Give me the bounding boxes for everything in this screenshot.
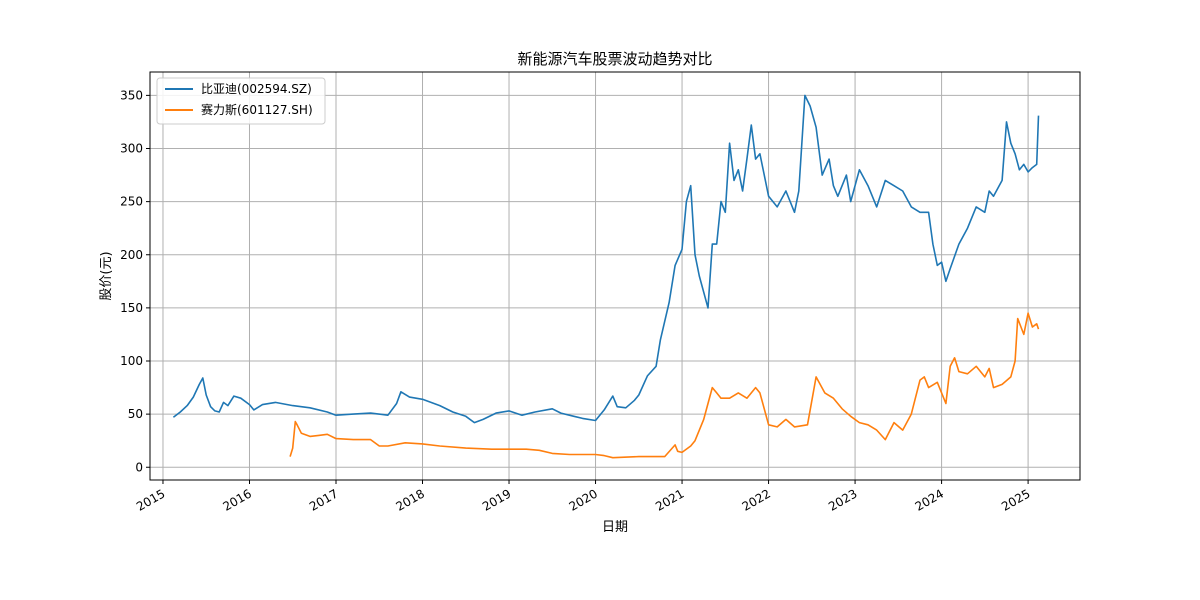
series-line-byd [172, 94, 1040, 424]
y-tick-label: 200 [120, 248, 143, 262]
y-tick-label: 300 [120, 142, 143, 156]
y-tick-label: 150 [120, 301, 143, 315]
legend: 比亚迪(002594.SZ) 赛力斯(601127.SH) [156, 77, 326, 125]
plot-frame [149, 71, 1081, 481]
legend-box [156, 77, 326, 125]
series-lines [172, 94, 1040, 459]
chart-title: 新能源汽车股票波动趋势对比 [517, 50, 712, 68]
grid-lines [150, 72, 1080, 480]
x-axis-title: 日期 [602, 520, 628, 535]
series-line-seres [289, 312, 1040, 459]
legend-label-byd: 比亚迪(002594.SZ) [201, 82, 312, 96]
y-tick-label: 100 [120, 354, 143, 368]
y-tick-label: 250 [120, 195, 143, 209]
legend-label-seres: 赛力斯(601127.SH) [201, 102, 313, 117]
y-tick-label: 0 [135, 460, 143, 474]
y-axis-title: 股价(元) [99, 251, 114, 300]
y-tick-label: 50 [128, 407, 143, 421]
y-tick-label: 350 [120, 88, 143, 102]
